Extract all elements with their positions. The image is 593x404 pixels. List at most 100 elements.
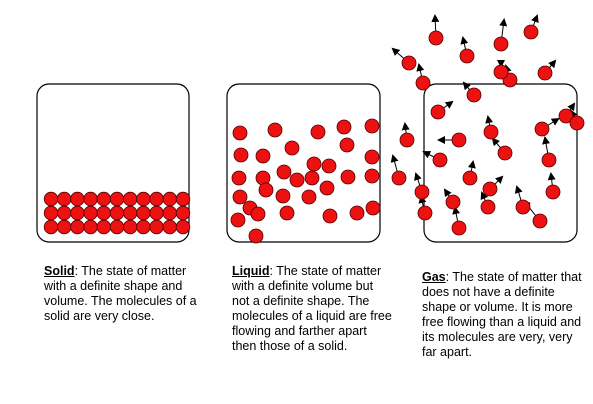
solid-molecule [56, 205, 72, 221]
liquid-molecule [310, 124, 326, 140]
solid-caption: Solid: The state of matter with a defini… [44, 264, 209, 324]
gas-molecule [462, 170, 478, 186]
solid-molecule [136, 191, 151, 207]
liquid-molecule [336, 119, 352, 135]
liquid-molecule [233, 147, 249, 163]
motion-arrow [443, 188, 452, 198]
solid-molecule [109, 205, 125, 221]
gas-molecule [417, 205, 433, 221]
solid-molecule [83, 219, 98, 235]
solid-molecule [70, 205, 85, 221]
solid-molecule [43, 205, 59, 221]
liquid-molecule [231, 170, 247, 186]
gas-molecule [451, 220, 467, 236]
solid-molecule [149, 219, 164, 235]
liquid-molecule [364, 168, 380, 184]
liquid-molecule [258, 182, 274, 198]
solid-molecule [175, 219, 191, 235]
gas-molecule [391, 170, 407, 186]
liquid-molecule [301, 189, 317, 205]
motion-arrow [514, 185, 523, 201]
solid-molecule [162, 219, 178, 235]
motion-arrow [414, 172, 422, 186]
solid-molecules [43, 191, 191, 235]
liquid-molecule [322, 208, 338, 224]
solid-molecule [162, 191, 178, 207]
solid-molecule [70, 191, 85, 207]
motion-arrow [491, 137, 501, 149]
gas-molecule [480, 199, 496, 215]
gas-molecule [415, 75, 431, 91]
gas-molecule [515, 199, 531, 215]
gas-molecule [445, 194, 461, 210]
motion-arrow [391, 47, 405, 59]
liquid-molecule [364, 149, 380, 165]
motion-arrow [443, 100, 454, 109]
gas-molecule [466, 87, 482, 103]
motion-arrow [460, 36, 469, 50]
liquid-caption: Liquid: The state of matter with a defin… [232, 264, 392, 354]
liquid-molecule [275, 188, 291, 204]
liquid-molecule [248, 228, 264, 244]
solid-molecule [175, 191, 191, 207]
solid-molecule [109, 219, 125, 235]
motion-arrow [452, 206, 461, 222]
motion-arrow [542, 136, 551, 154]
solid-molecule [96, 219, 112, 235]
solid-molecule [56, 219, 72, 235]
solid-molecule [136, 219, 151, 235]
solid-molecule [109, 191, 125, 207]
gas-molecule [430, 104, 446, 120]
liquid-term: Liquid [232, 264, 270, 278]
solid-term: Solid [44, 264, 75, 278]
liquid-molecule [232, 189, 248, 205]
solid-molecule [43, 219, 59, 235]
solid-molecule [122, 219, 138, 235]
motion-arrow [390, 154, 399, 172]
motion-arrow [416, 63, 425, 77]
motion-arrow [499, 18, 508, 38]
motion-arrow [531, 14, 539, 26]
gas-molecules [391, 24, 585, 236]
gas-molecule [483, 124, 499, 140]
liquid-molecule [340, 169, 356, 185]
liquid-molecule [276, 164, 292, 180]
gas-molecule [414, 184, 430, 200]
solid-molecule [56, 191, 72, 207]
solid-molecule [96, 205, 112, 221]
gas-molecule [399, 132, 415, 148]
solid-molecule [43, 191, 59, 207]
solid-molecule [122, 205, 138, 221]
liquid-molecule [349, 205, 365, 221]
gas-molecule [558, 108, 574, 124]
gas-molecule [401, 55, 417, 71]
solid-description: : The state of matter with a definite sh… [44, 264, 197, 323]
gas-molecule [432, 152, 448, 168]
liquid-molecule [230, 212, 246, 228]
gas-molecule [451, 132, 467, 148]
liquid-molecule [306, 156, 322, 172]
gas-molecule [428, 30, 444, 46]
solid-molecule [149, 205, 164, 221]
liquid-molecule [289, 172, 305, 188]
gas-molecule [541, 152, 557, 168]
motion-arrow [480, 191, 489, 201]
motion-arrow [462, 81, 471, 91]
liquid-molecule [279, 205, 295, 221]
liquid-molecules [230, 118, 381, 244]
motion-arrow [567, 102, 576, 112]
gas-molecule [493, 36, 509, 52]
motion-arrow [494, 175, 504, 185]
solid-molecule [83, 191, 98, 207]
gas-molecule [545, 184, 561, 200]
solid-molecule [175, 205, 191, 221]
gas-molecule [534, 121, 550, 137]
motion-arrow [422, 151, 434, 159]
liquid-molecule [321, 158, 337, 174]
gas-molecule [482, 181, 498, 197]
gas-molecule [523, 24, 539, 40]
gas-molecule [532, 213, 548, 229]
motion-arrow [431, 14, 440, 32]
liquid-molecule [250, 206, 266, 222]
